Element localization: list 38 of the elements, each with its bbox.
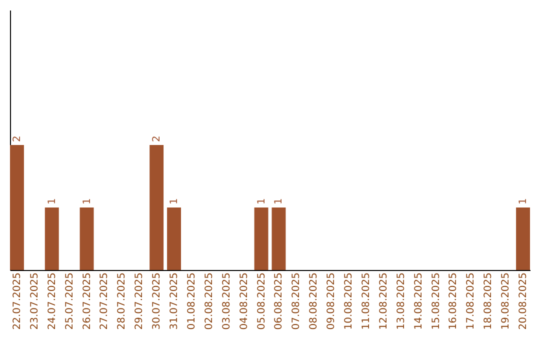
x-tick-label: 01.08.2025 [186,272,198,330]
x-tick-label: 02.08.2025 [204,272,215,330]
data-label: 1 [46,198,58,204]
x-tick-label: 06.08.2025 [274,272,285,330]
data-label: 2 [152,136,163,142]
x-tick-label: 10.08.2025 [344,272,355,330]
x-tick-label: 31.07.2025 [169,272,180,330]
data-label: 1 [256,198,268,204]
x-tick-label: 05.08.2025 [256,272,268,330]
x-tick-label: 20.08.2025 [518,272,530,330]
data-label: 2 [12,136,23,142]
x-tick-label: 26.07.2025 [82,272,93,330]
x-tick-label: 19.08.2025 [500,272,512,330]
x-tick-label: 03.08.2025 [221,272,232,330]
x-tick-label: 12.08.2025 [378,272,390,330]
x-tick-label: 30.07.2025 [152,272,163,330]
x-tick-label: 15.08.2025 [430,272,442,330]
x-tick-label: 09.08.2025 [326,272,338,330]
x-tick-label: 13.08.2025 [396,272,407,330]
data-label: 1 [82,198,93,204]
x-tick-label: 22.07.2025 [12,272,23,330]
x-tick-label: 14.08.2025 [413,272,424,330]
data-label: 1 [274,198,285,204]
x-tick-label: 29.07.2025 [134,272,146,330]
x-tick-label: 08.08.2025 [308,272,320,330]
x-tick-label: 11.08.2025 [360,272,372,330]
x-tick-label: 25.07.2025 [64,272,76,330]
x-tick-label: 16.08.2025 [448,272,460,330]
x-tick-label: 18.08.2025 [483,272,494,330]
x-tick-label: 23.07.2025 [29,272,40,330]
x-tick-label: 27.07.2025 [99,272,110,330]
x-tick-label: 24.07.2025 [46,272,58,330]
data-label: 1 [169,198,180,204]
x-tick-label: 04.08.2025 [238,272,250,330]
x-tick-label: 07.08.2025 [291,272,302,330]
x-tick-label: 28.07.2025 [116,272,128,330]
x-tick-label: 17.08.2025 [466,272,477,330]
data-label: 1 [518,198,530,204]
